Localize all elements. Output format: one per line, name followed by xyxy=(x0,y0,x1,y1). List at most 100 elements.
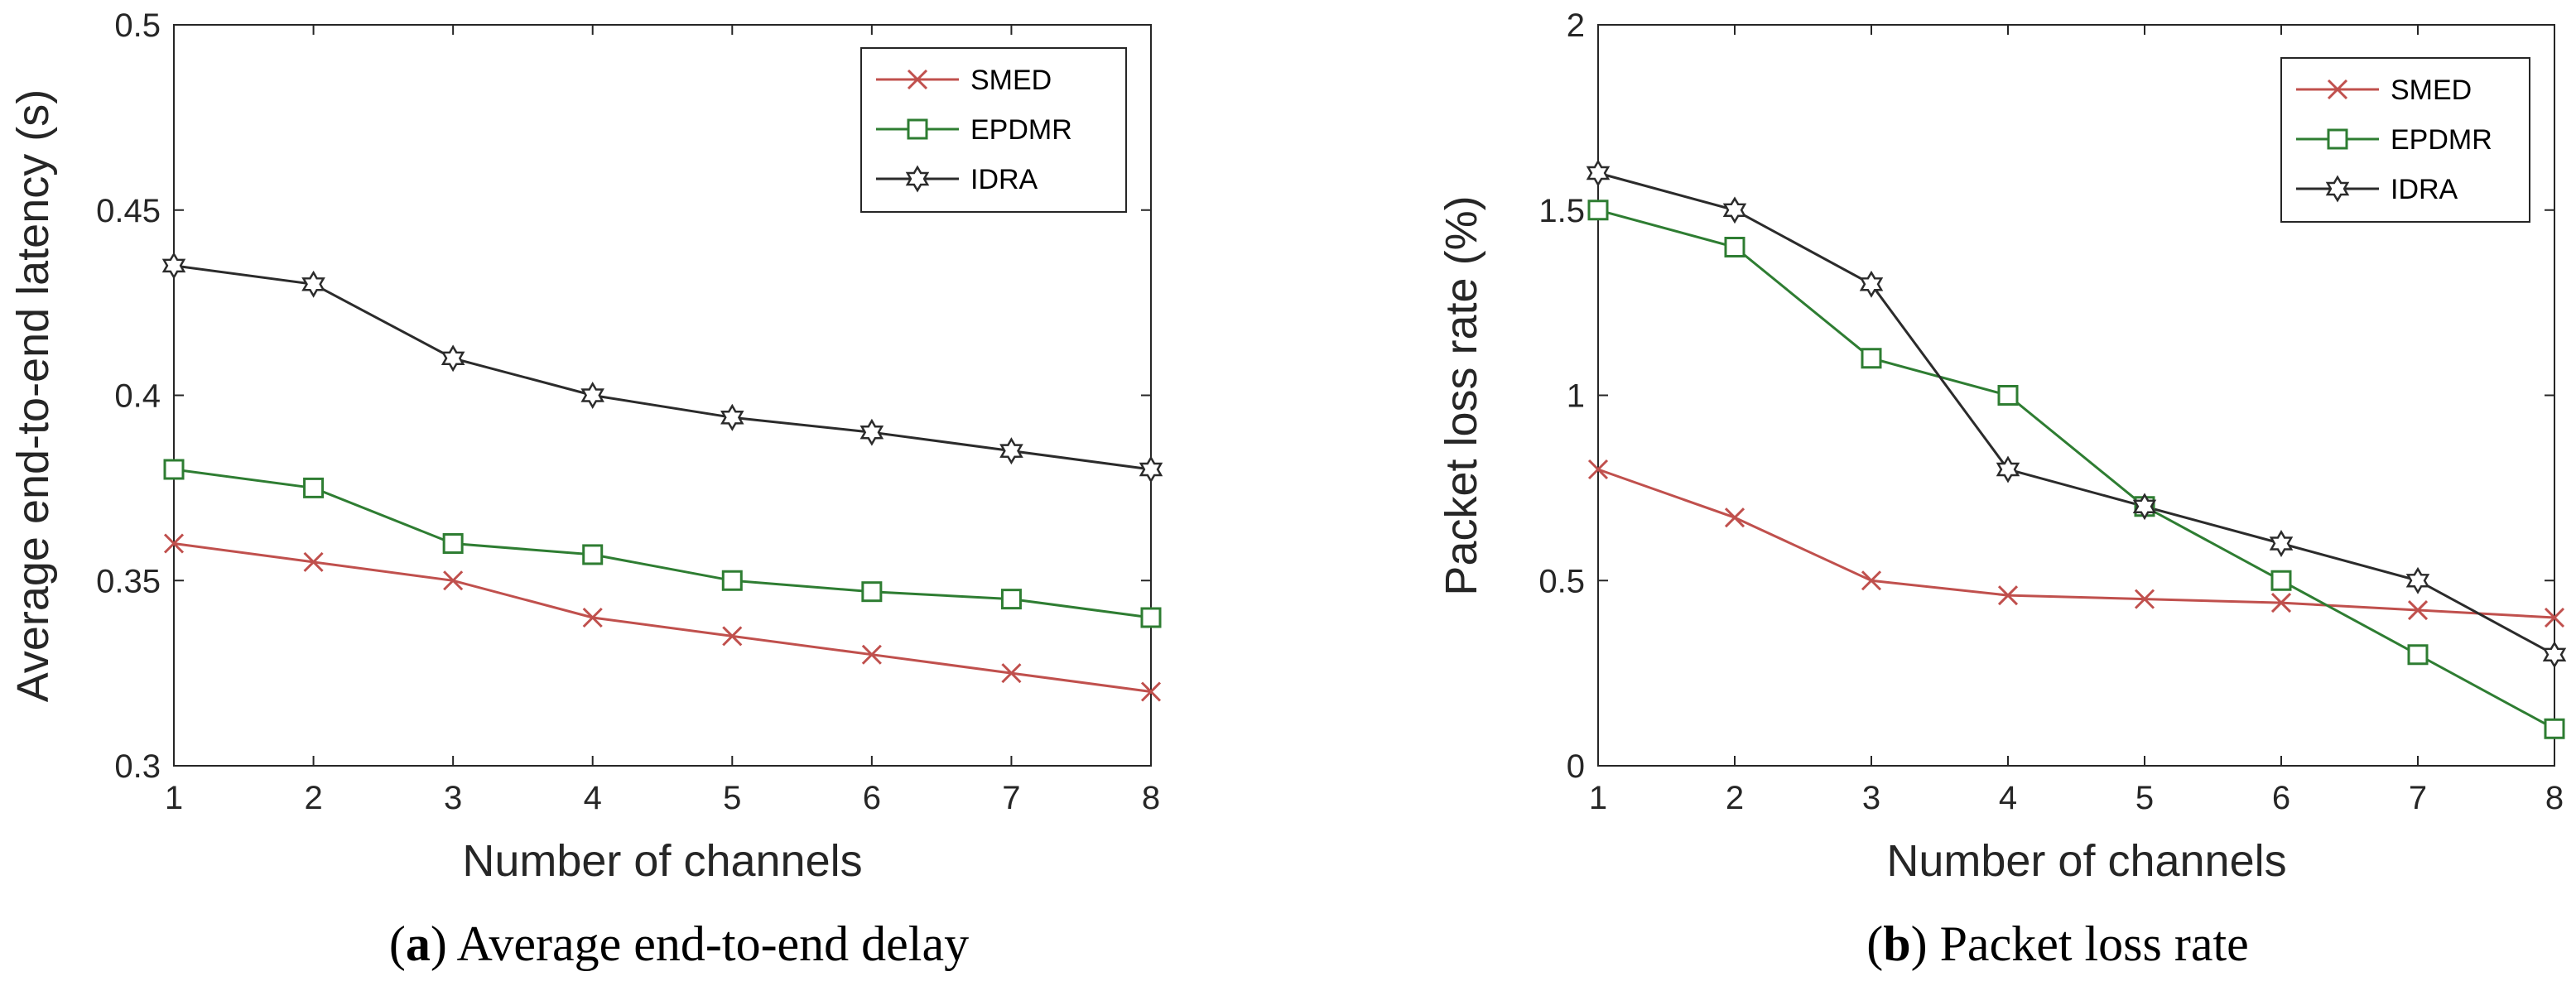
data-point-idra xyxy=(1996,455,2020,483)
data-point-idra xyxy=(301,270,325,298)
legend-marker-epdmr xyxy=(2327,128,2348,150)
x-tick-label: 8 xyxy=(2545,780,2564,816)
caption-text-a: Average end-to-end delay xyxy=(457,916,970,971)
data-point-idra xyxy=(999,437,1023,465)
data-point-smed xyxy=(2544,607,2565,628)
data-point-smed xyxy=(163,533,185,554)
series-line-idra xyxy=(173,264,1152,471)
data-point-smed xyxy=(1140,681,1162,702)
x-tick-label: 7 xyxy=(2409,780,2427,816)
x-tick-label: 8 xyxy=(1142,780,1160,816)
y-tick-label: 1.5 xyxy=(1538,193,1585,229)
series-line-idra xyxy=(1597,171,2555,657)
y-axis-label-a: Average end-to-end latency (s) xyxy=(8,89,58,702)
data-point-epdmr xyxy=(1140,607,1162,628)
data-point-smed xyxy=(722,626,743,647)
x-tick-label: 5 xyxy=(723,780,741,816)
data-point-epdmr xyxy=(303,477,325,498)
legend-a: SMED EPDMR IDRA xyxy=(860,47,1127,213)
series-line-smed xyxy=(1597,468,2555,619)
data-point-idra xyxy=(1859,270,1884,298)
x-tick-label: 6 xyxy=(2272,780,2290,816)
plot-area-a: 0.3 0.35 0.4 0.45 0.5 1 2 3 4 5 6 7 8 xyxy=(96,7,1163,816)
y-axis-label-b: Packet loss rate (%) xyxy=(1437,195,1486,595)
legend-b: SMED EPDMR IDRA xyxy=(2280,57,2530,223)
data-point-smed xyxy=(1001,663,1022,684)
data-point-epdmr xyxy=(1724,237,1745,257)
data-point-idra xyxy=(161,252,186,280)
y-tick-label: 1 xyxy=(1567,378,1585,415)
data-point-epdmr xyxy=(2407,644,2429,666)
legend-marker-idra xyxy=(2325,175,2350,203)
data-point-epdmr xyxy=(721,570,743,591)
data-point-smed xyxy=(1587,459,1609,480)
x-tick-label: 6 xyxy=(863,780,881,816)
data-point-idra xyxy=(2405,566,2430,594)
legend-marker-smed xyxy=(2327,79,2348,100)
data-point-smed xyxy=(1997,585,2019,606)
legend-label-idra: IDRA xyxy=(2391,174,2458,205)
data-point-smed xyxy=(443,570,464,591)
data-point-idra xyxy=(2269,530,2294,557)
series-line-epdmr xyxy=(173,468,1152,619)
x-tick-label: 5 xyxy=(2135,780,2154,816)
caption-a: (a) Average end-to-end delay xyxy=(389,916,969,971)
data-point-epdmr xyxy=(163,459,185,480)
legend-label-epdmr: EPDMR xyxy=(970,114,1072,146)
y-tick-label: 0.5 xyxy=(1538,563,1585,599)
y-tick-label: 0.4 xyxy=(114,378,161,415)
x-axis-label-b: Number of channels xyxy=(1886,836,2286,886)
x-axis-label-a: Number of channels xyxy=(462,836,862,886)
data-point-smed xyxy=(1861,570,1882,591)
data-point-smed xyxy=(2270,593,2292,613)
x-tick-label: 4 xyxy=(584,780,602,816)
series-line-smed xyxy=(173,542,1152,693)
data-point-idra xyxy=(2542,641,2567,669)
caption-b: (b) Packet loss rate xyxy=(1866,916,2249,971)
legend-marker-idra xyxy=(905,165,930,193)
y-tick-label: 2 xyxy=(1567,7,1585,44)
caption-text-b: Packet loss rate xyxy=(1940,916,2249,971)
caption-letter-b: b xyxy=(1883,916,1910,971)
caption-letter-a: a xyxy=(406,916,431,971)
data-point-idra xyxy=(580,382,604,409)
data-point-idra xyxy=(720,403,744,431)
y-tick-label: 0 xyxy=(1567,748,1585,785)
legend-label-smed: SMED xyxy=(2391,75,2472,106)
data-point-idra xyxy=(2132,493,2157,521)
legend-label-idra: IDRA xyxy=(970,164,1038,195)
data-point-idra xyxy=(1139,455,1163,483)
chart-panel-b: 0 0.5 1 1.5 2 1 2 3 4 5 6 7 8 Number of channels Pac… xyxy=(1437,7,2567,971)
x-tick-label: 3 xyxy=(444,780,462,816)
x-tick-label: 1 xyxy=(1589,780,1607,816)
data-point-idra xyxy=(859,418,884,446)
series-line-epdmr xyxy=(1597,209,2555,730)
data-point-epdmr xyxy=(2544,718,2565,739)
data-point-epdmr xyxy=(442,533,464,554)
data-point-epdmr xyxy=(1000,589,1022,610)
x-tick-label: 1 xyxy=(165,780,183,816)
data-point-smed xyxy=(2407,599,2429,621)
y-tick-label: 0.3 xyxy=(114,748,161,785)
x-tick-label: 4 xyxy=(1999,780,2017,816)
data-point-epdmr xyxy=(1861,348,1882,369)
y-tick-label: 0.5 xyxy=(114,7,161,44)
plot-area-b: 0 0.5 1 1.5 2 1 2 3 4 5 6 7 8 xyxy=(1538,7,2567,816)
data-point-idra xyxy=(1586,159,1611,187)
data-point-epdmr xyxy=(582,544,604,565)
legend-label-epdmr: EPDMR xyxy=(2391,124,2492,156)
data-point-epdmr xyxy=(2270,570,2292,591)
data-point-idra xyxy=(1722,196,1747,224)
y-tick-label: 0.45 xyxy=(96,193,161,229)
x-tick-label: 3 xyxy=(1862,780,1880,816)
data-point-smed xyxy=(303,551,324,572)
y-tick-label: 0.35 xyxy=(96,563,161,599)
data-point-smed xyxy=(582,607,603,628)
x-tick-label: 2 xyxy=(1726,780,1744,816)
x-tick-label: 7 xyxy=(1002,780,1020,816)
x-tick-label: 2 xyxy=(304,780,322,816)
data-point-epdmr xyxy=(1997,385,2019,406)
data-point-smed xyxy=(1724,507,1745,528)
data-point-epdmr xyxy=(861,581,883,603)
